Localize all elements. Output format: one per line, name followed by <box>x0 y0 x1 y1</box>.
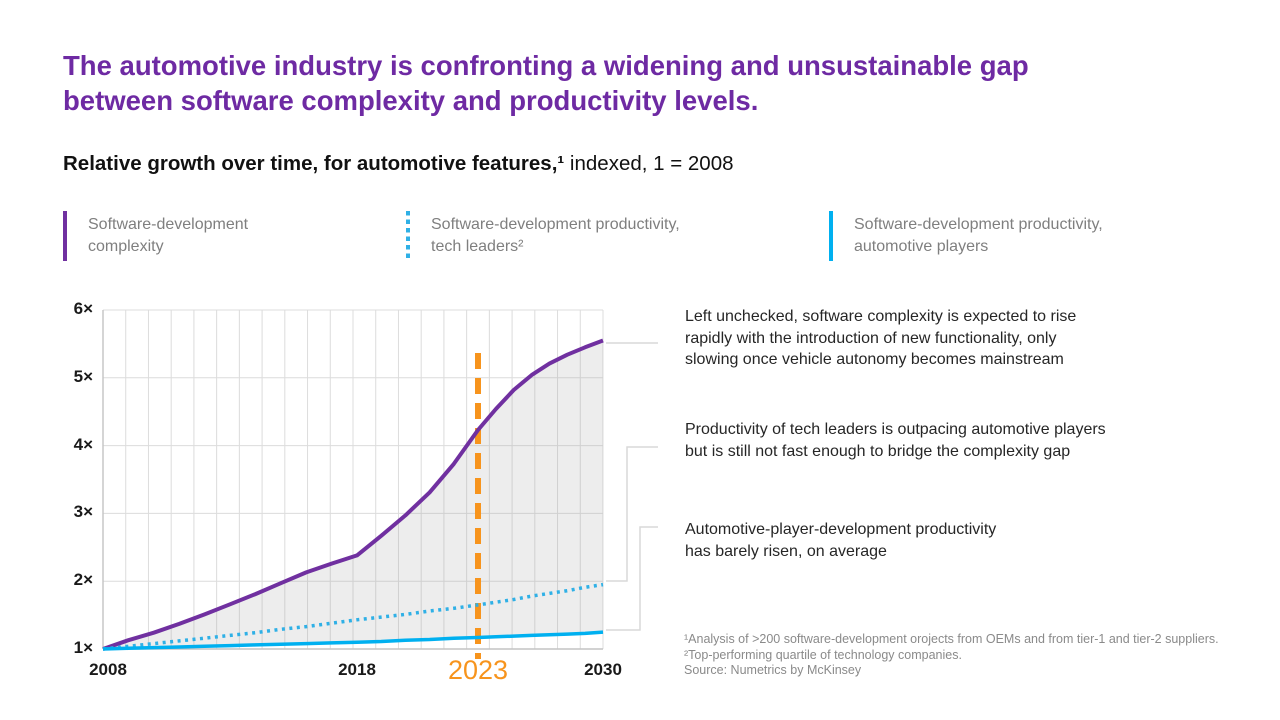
x-tick-2030: 2030 <box>584 660 622 679</box>
y-tick-1×: 1× <box>73 638 93 657</box>
y-tick-6×: 6× <box>73 299 93 318</box>
y-tick-4×: 4× <box>73 434 93 454</box>
growth-chart: 6× 5× 4× 3× 2× 1× 2008 2018 2023 2030 <box>60 295 660 695</box>
series-line-0 <box>102 338 604 651</box>
chart-subtitle: Relative growth over time, for automotiv… <box>63 152 1063 176</box>
series-line-1 <box>102 582 604 651</box>
y-tick-2×: 2× <box>73 570 93 590</box>
page-title: The automotive industry is confronting a… <box>63 50 1029 116</box>
footnotes: ¹Analysis of >200 software-development o… <box>684 632 1219 677</box>
complexity-gap-fill <box>103 340 603 649</box>
legend-item-complexity: Software-development complexity <box>63 211 248 261</box>
legend-marker-tech-leaders <box>406 211 410 261</box>
chart-subtitle-bold: Relative growth over time, for automotiv… <box>63 152 565 175</box>
annotation-automotive-players: Automotive-player-development productivi… <box>685 521 997 560</box>
y-tick-5×: 5× <box>73 366 93 386</box>
legend: Software-development complexity Software… <box>0 211 1280 267</box>
legend-label-automotive-players: Software-development productivity, autom… <box>854 216 1103 255</box>
legend-marker-complexity <box>63 211 67 261</box>
chart-subtitle-regular: indexed, 1 = 2008 <box>564 152 734 175</box>
series-line-2 <box>102 630 604 651</box>
legend-label-tech-leaders: Software-development productivity, tech … <box>431 216 680 255</box>
x-tick-2023: 2023 <box>447 655 509 685</box>
annotation-connector-line <box>606 526 658 631</box>
x-tick-2018: 2018 <box>338 660 376 679</box>
legend-item-tech-leaders: Software-development productivity, tech … <box>406 211 680 261</box>
x-tick-2008: 2008 <box>89 660 127 679</box>
legend-label-complexity: Software-development complexity <box>88 216 249 255</box>
annotation-connector-line <box>606 446 658 582</box>
legend-item-automotive-players: Software-development productivity, autom… <box>829 211 1103 261</box>
annotation-complexity: Left unchecked, software complexity is e… <box>685 308 1077 368</box>
annotation-tech-leaders: Productivity of tech leaders is outpacin… <box>685 421 1106 460</box>
legend-marker-automotive-players <box>829 211 833 261</box>
growth-chart-svg <box>102 309 658 659</box>
y-tick-3×: 3× <box>73 502 93 522</box>
